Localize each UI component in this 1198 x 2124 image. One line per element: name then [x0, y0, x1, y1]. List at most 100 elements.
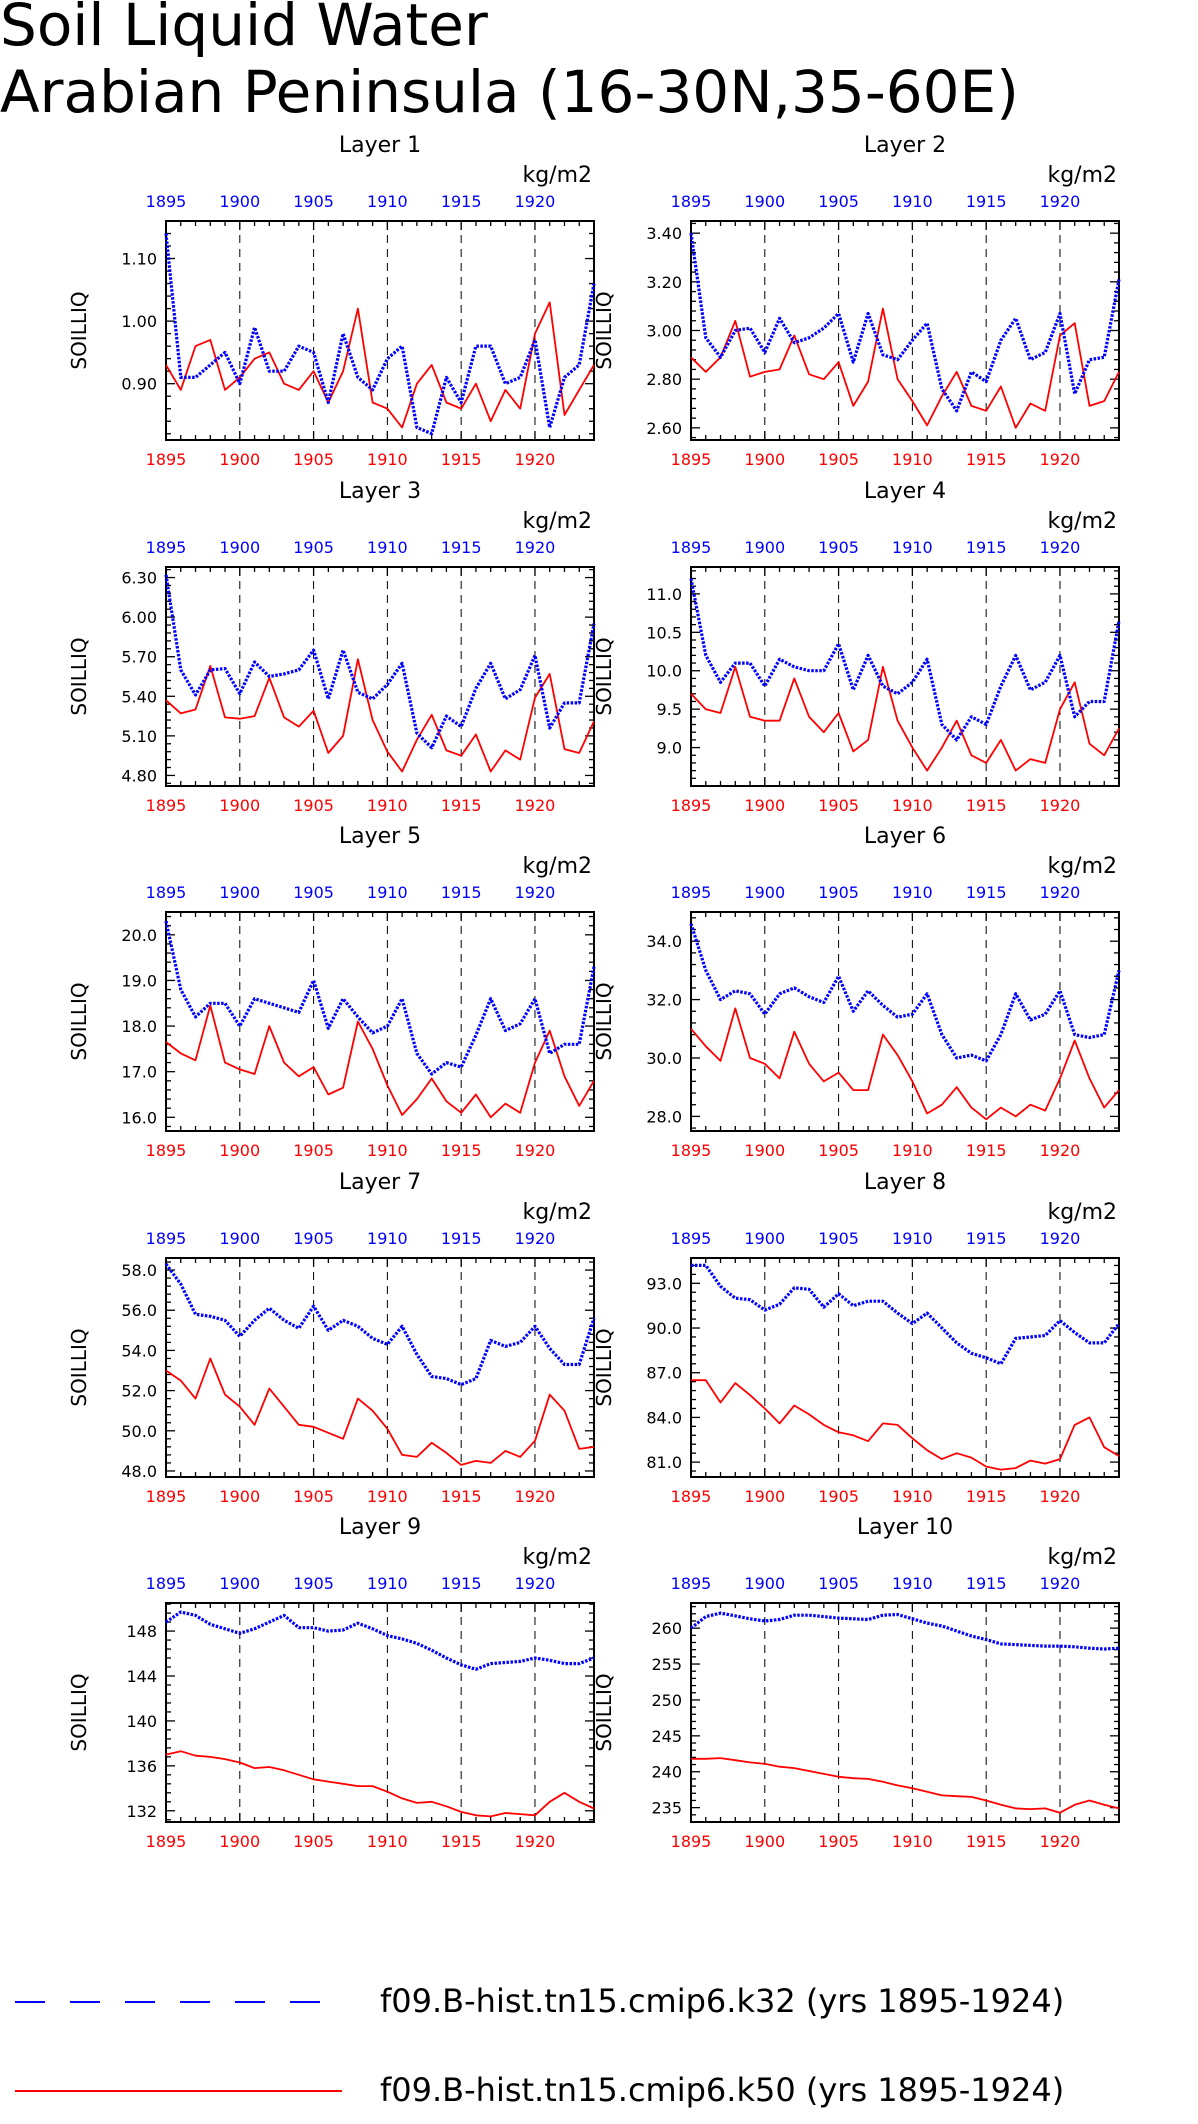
x-tick-label-top: 1895	[671, 1229, 712, 1248]
x-tick-label-top: 1905	[293, 192, 334, 211]
x-tick-label-bottom: 1920	[515, 450, 556, 469]
x-tick-label-top: 1905	[818, 1229, 859, 1248]
series-line-k50	[691, 1757, 1120, 1814]
x-tick-label-bottom: 1900	[744, 1141, 785, 1160]
y-axis-label: SOILLIQ	[67, 982, 91, 1060]
y-tick-label: 3.00	[646, 322, 682, 341]
y-tick-label: 255	[651, 1655, 682, 1674]
x-tick-label-top: 1900	[744, 1574, 785, 1593]
x-tick-label-top: 1895	[671, 883, 712, 902]
series-line-k32	[690, 1611, 1120, 1651]
x-tick-label-top: 1905	[293, 1229, 334, 1248]
y-tick-label: 48.0	[121, 1462, 157, 1481]
x-tick-label-top: 1900	[744, 1229, 785, 1248]
x-tick-label-top: 1895	[146, 1574, 187, 1593]
y-tick-label: 132	[126, 1802, 157, 1821]
y-tick-label: 1.00	[121, 312, 157, 331]
y-tick-label: 32.0	[646, 991, 682, 1010]
x-tick-label-bottom: 1920	[1040, 1832, 1081, 1851]
x-tick-label-top: 1920	[515, 883, 556, 902]
x-tick-label-bottom: 1920	[515, 1832, 556, 1851]
series-line-k50	[165, 1750, 595, 1818]
chart-panel-4: Layer 4 kg/m2 1895 1895 1900 1900 1905 1905 1910…	[592, 479, 1121, 815]
x-tick-label-top: 1915	[966, 192, 1007, 211]
x-tick-label-top: 1920	[1040, 1229, 1081, 1248]
series-line-k50	[690, 1007, 1120, 1121]
x-tick-label-bottom: 1920	[1040, 1141, 1081, 1160]
x-tick-label-bottom: 1905	[293, 1141, 334, 1160]
units-label: kg/m2	[1047, 1200, 1117, 1225]
chart-panel-10: Layer 10 kg/m2 1895 1895 1900 1900 1905 1905 191…	[592, 1515, 1120, 1851]
y-tick-label: 2.80	[646, 370, 682, 389]
x-tick-label-bottom: 1905	[293, 1487, 334, 1506]
y-tick-label: 245	[651, 1727, 682, 1746]
plot-frame	[690, 911, 1120, 1132]
x-tick-label-top: 1915	[441, 1574, 482, 1593]
x-tick-label-top: 1900	[744, 538, 785, 557]
series-line-k50	[165, 1004, 595, 1119]
chart-title: Layer 8	[864, 1170, 946, 1195]
y-tick-label: 6.00	[121, 608, 157, 627]
x-tick-label-bottom: 1920	[515, 1141, 556, 1160]
x-tick-label-top: 1920	[1040, 192, 1081, 211]
series-line-k50	[691, 1379, 1120, 1471]
x-tick-label-top: 1900	[219, 1574, 260, 1593]
x-tick-label-top: 1915	[966, 1574, 1007, 1593]
units-label: kg/m2	[1047, 854, 1117, 879]
figure-title-line1: Soil Liquid Water	[0, 0, 488, 59]
y-tick-label: 235	[651, 1799, 682, 1818]
x-tick-label-bottom: 1895	[671, 1487, 712, 1506]
chart-panel-9: Layer 9 kg/m2 1895 1895 1900 1900 1905 1905 1910…	[67, 1515, 595, 1851]
x-tick-label-top: 1910	[892, 538, 933, 557]
x-tick-label-top: 1905	[293, 883, 334, 902]
series-line-k50	[690, 666, 1120, 772]
units-label: kg/m2	[522, 854, 592, 879]
x-tick-label-bottom: 1910	[367, 450, 408, 469]
x-tick-label-bottom: 1920	[515, 796, 556, 815]
chart-title: Layer 1	[339, 133, 421, 158]
chart-title: Layer 6	[864, 824, 946, 849]
x-tick-label-bottom: 1895	[146, 1141, 187, 1160]
y-axis-label: SOILLIQ	[592, 1673, 616, 1751]
y-tick-label: 58.0	[121, 1261, 157, 1280]
legend: f09.B-hist.tn15.cmip6.k32 (yrs 1895-1924…	[15, 1982, 1064, 2109]
chart-title: Layer 4	[864, 479, 946, 504]
chart-panel-3: Layer 3 kg/m2 1895 1895 1900 1900 1905 1905 1910…	[67, 479, 596, 815]
y-axis-label: SOILLIQ	[67, 291, 91, 369]
chart-panel-5: Layer 5 kg/m2 1895 1895 1900 1900 1905 1905 1910…	[67, 824, 596, 1160]
x-tick-label-top: 1920	[515, 1574, 556, 1593]
x-tick-label-top: 1915	[441, 192, 482, 211]
x-tick-label-top: 1915	[441, 883, 482, 902]
x-tick-label-top: 1900	[219, 538, 260, 557]
plot-frame	[165, 1257, 595, 1478]
plot-frame	[690, 220, 1120, 441]
x-tick-label-top: 1900	[744, 192, 785, 211]
series-line-k32	[689, 232, 1121, 413]
series-line-k32	[689, 923, 1121, 1063]
y-tick-label: 9.0	[657, 739, 682, 758]
chart-title: Layer 3	[339, 479, 421, 504]
units-label: kg/m2	[1047, 163, 1117, 188]
x-tick-label-top: 1910	[892, 883, 933, 902]
chart-title: Layer 2	[864, 133, 946, 158]
units-label: kg/m2	[522, 509, 592, 534]
plot-frame	[690, 1257, 1120, 1478]
x-tick-label-bottom: 1915	[441, 1141, 482, 1160]
y-tick-label: 6.30	[121, 569, 157, 588]
chart-title: Layer 5	[339, 824, 421, 849]
y-tick-label: 54.0	[121, 1341, 157, 1360]
y-tick-label: 30.0	[646, 1049, 682, 1068]
x-tick-label-bottom: 1915	[441, 796, 482, 815]
series-line-k32	[164, 920, 596, 1076]
y-tick-label: 5.40	[121, 687, 157, 706]
y-tick-label: 140	[126, 1712, 157, 1731]
x-tick-label-bottom: 1910	[892, 796, 933, 815]
x-tick-label-bottom: 1915	[441, 450, 482, 469]
x-tick-label-top: 1900	[219, 883, 260, 902]
y-tick-label: 20.0	[121, 926, 157, 945]
x-tick-label-top: 1915	[441, 1229, 482, 1248]
y-tick-label: 52.0	[121, 1382, 157, 1401]
x-tick-label-bottom: 1900	[219, 1141, 260, 1160]
y-tick-label: 19.0	[121, 971, 157, 990]
